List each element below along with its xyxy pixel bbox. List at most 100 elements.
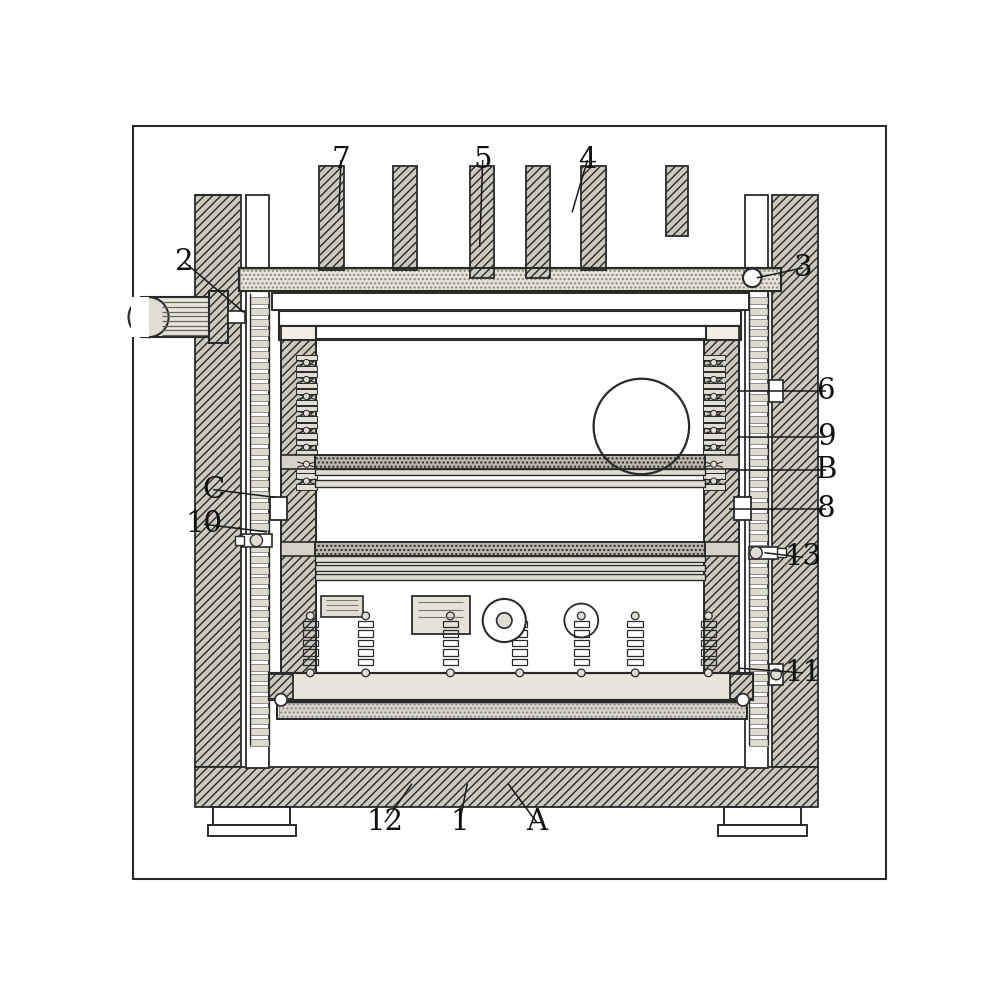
Bar <box>703 450 724 456</box>
Circle shape <box>516 669 524 677</box>
Bar <box>250 319 269 326</box>
Bar <box>574 659 589 665</box>
Bar <box>574 640 589 646</box>
Text: A: A <box>526 808 547 836</box>
Circle shape <box>565 604 599 637</box>
Bar <box>250 513 269 520</box>
Circle shape <box>362 669 370 677</box>
Circle shape <box>711 410 717 416</box>
Bar <box>250 383 269 390</box>
Bar <box>250 707 269 714</box>
Bar <box>250 631 269 638</box>
Circle shape <box>578 669 585 677</box>
Bar <box>749 631 768 638</box>
Bar <box>749 610 768 617</box>
Circle shape <box>711 478 717 484</box>
Bar <box>749 696 768 703</box>
Bar <box>700 659 716 665</box>
Bar <box>240 269 781 290</box>
Bar <box>749 383 768 390</box>
Bar <box>270 673 753 700</box>
Bar <box>749 491 768 498</box>
Bar <box>270 497 287 520</box>
Circle shape <box>307 669 314 677</box>
Circle shape <box>631 612 639 620</box>
Bar <box>250 459 269 466</box>
Bar <box>749 664 768 671</box>
Bar <box>749 513 768 520</box>
Bar <box>703 366 724 371</box>
Bar <box>749 534 768 541</box>
Bar <box>666 166 687 235</box>
Bar <box>250 653 269 660</box>
Bar <box>358 649 374 656</box>
Bar <box>296 450 317 456</box>
Bar <box>442 659 458 665</box>
Bar <box>512 621 528 627</box>
Bar <box>442 630 458 637</box>
Bar <box>195 195 241 767</box>
Bar <box>250 567 269 574</box>
Bar <box>250 329 269 336</box>
Bar <box>749 340 768 347</box>
Circle shape <box>737 694 749 706</box>
Bar <box>703 406 724 411</box>
Bar <box>749 599 768 606</box>
Circle shape <box>304 461 310 467</box>
Circle shape <box>711 376 717 383</box>
Bar <box>745 195 768 768</box>
Bar <box>303 621 318 627</box>
Bar <box>749 685 768 692</box>
Circle shape <box>250 534 263 547</box>
Text: 7: 7 <box>332 146 351 174</box>
Bar <box>704 542 739 556</box>
Bar <box>749 437 768 444</box>
Bar <box>250 405 269 412</box>
Bar <box>296 406 317 411</box>
Bar <box>277 702 747 719</box>
Bar <box>582 166 606 270</box>
Bar <box>315 455 705 469</box>
Circle shape <box>631 669 639 677</box>
Bar <box>250 718 269 724</box>
Bar <box>769 380 783 402</box>
Text: 10: 10 <box>185 510 222 538</box>
Bar <box>749 362 768 369</box>
Text: 12: 12 <box>367 808 403 836</box>
Bar <box>320 166 345 270</box>
Bar <box>303 649 318 656</box>
Bar <box>627 640 642 646</box>
Bar <box>315 542 705 556</box>
Bar <box>749 459 768 466</box>
Bar <box>724 807 801 825</box>
Bar <box>296 467 317 473</box>
Bar <box>777 548 786 557</box>
Bar <box>296 416 317 422</box>
Bar <box>316 326 706 339</box>
Bar <box>296 456 317 462</box>
Bar <box>250 448 269 455</box>
Bar <box>296 423 317 428</box>
Bar <box>246 195 270 768</box>
Bar <box>239 268 782 291</box>
Bar <box>242 534 272 547</box>
Bar <box>749 567 768 574</box>
Bar <box>250 664 269 671</box>
Bar <box>749 448 768 455</box>
Circle shape <box>497 613 512 628</box>
Bar <box>250 685 269 692</box>
Text: 13: 13 <box>785 543 822 571</box>
Text: 8: 8 <box>817 495 836 523</box>
Bar <box>321 596 364 617</box>
Bar <box>703 433 724 439</box>
Bar <box>574 649 589 656</box>
Bar <box>749 728 768 735</box>
Circle shape <box>711 359 717 366</box>
Bar <box>281 542 316 556</box>
Circle shape <box>750 547 762 559</box>
Bar <box>250 308 269 315</box>
Bar <box>250 545 269 552</box>
Circle shape <box>304 376 310 383</box>
Bar <box>749 394 768 401</box>
Circle shape <box>446 669 454 677</box>
